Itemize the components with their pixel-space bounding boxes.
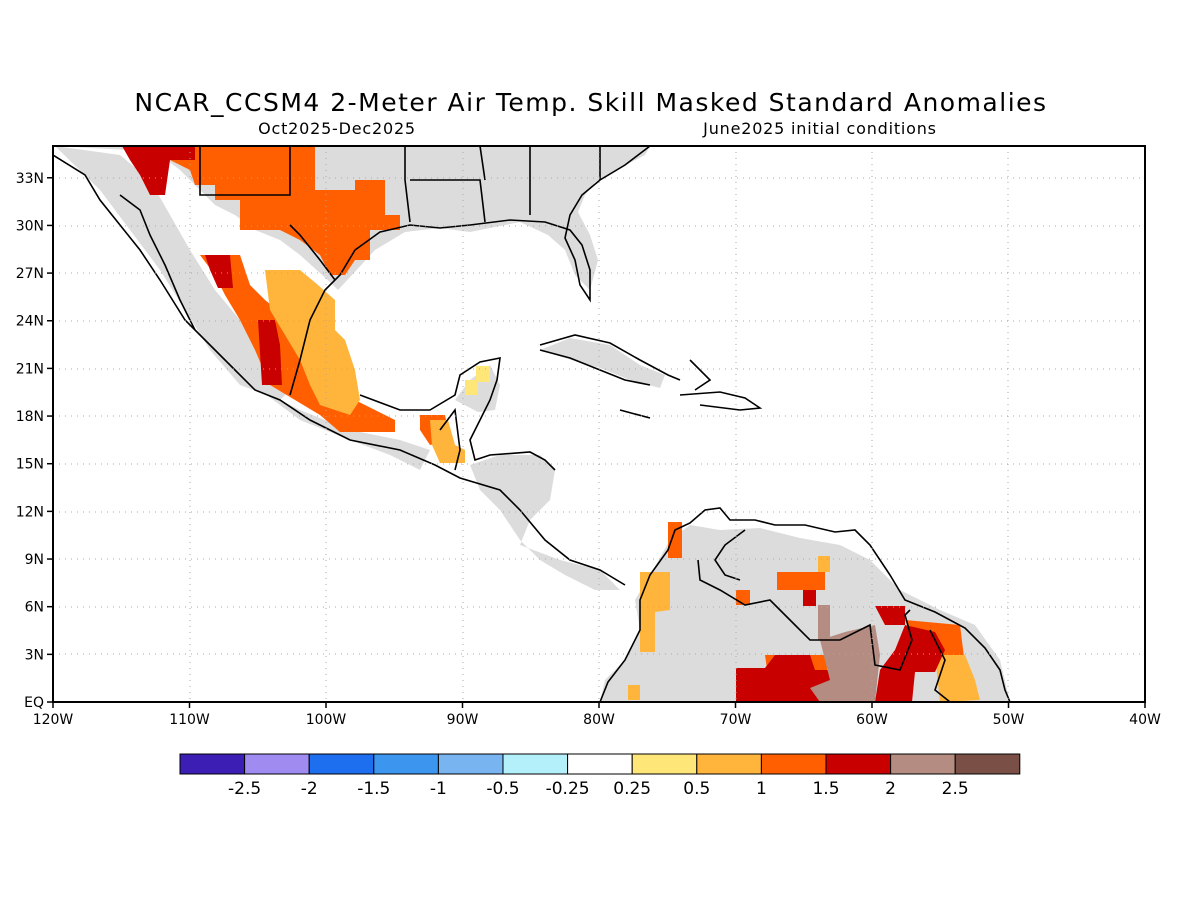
colorbar-legend: -2.5 -2 -1.5 -1 -0.5 -0.25 0.25 0.5 1 1.5 2 2.5 [179,753,1021,799]
colorbar-label: -1.5 [357,779,390,799]
lat-label: 12N [16,504,44,520]
map-title: NCAR_CCSM4 2-Meter Air Temp. Skill Maske… [134,88,1047,117]
forecast-period: Oct2025-Dec2025 [258,119,416,138]
colorbar-swatch [437,753,504,775]
colorbar-swatch [890,753,956,775]
colorbar-label: -2 [301,779,318,799]
lon-label: 80W [583,712,615,728]
colorbar-label: 2.5 [942,779,969,799]
colorbar-swatch [631,753,698,775]
lon-label: 60W [856,712,888,728]
colorbar-label: 0.25 [613,779,651,799]
colorbar-swatch [954,753,1021,775]
lon-label: 110W [169,712,210,728]
colorbar-swatch [308,753,375,775]
lon-label: 100W [306,712,347,728]
colorbar-swatch [373,753,439,775]
lat-label: 3N [25,647,44,663]
lat-label: 24N [16,314,44,330]
colorbar-swatch [760,753,827,775]
lat-label: 18N [16,409,44,425]
colorbar-swatch [567,753,633,775]
colorbar-label: -0.25 [546,779,590,799]
lon-label: 90W [447,712,479,728]
lat-label: 21N [16,361,44,377]
colorbar-label: -2.5 [228,779,261,799]
lon-label: 70W [720,712,752,728]
lat-label: 27N [16,266,44,282]
lon-label: 40W [1129,712,1161,728]
colorbar-label: 2 [885,779,896,799]
colorbar-swatch [244,753,310,775]
axis-labels: 120W 110W 100W 90W 80W 70W 60W 50W 40W EQ 3N 6N 9N 12… [16,171,1161,728]
lat-label: 30N [16,218,44,234]
lon-label: 50W [993,712,1025,728]
colorbar-label: 1.5 [812,779,839,799]
grid-lines [53,146,1145,702]
colorbar-swatch [502,753,569,775]
lat-label: 9N [25,552,44,568]
colorbar-swatch [825,753,892,775]
anomaly-patches [122,146,980,702]
colorbar-label: 0.5 [683,779,710,799]
colorbar-swatch [179,753,246,775]
lon-label: 120W [33,712,74,728]
lat-label: EQ [24,695,44,711]
map-panel [53,146,1145,702]
colorbar-label: -1 [430,779,447,799]
initial-conditions: June2025 initial conditions [702,119,937,138]
colorbar-label: 1 [756,779,767,799]
lat-label: 33N [16,171,44,187]
lat-label: 15N [16,457,44,473]
colorbar-swatch [696,753,762,775]
lat-label: 6N [25,600,44,616]
colorbar-label: -0.5 [486,779,519,799]
